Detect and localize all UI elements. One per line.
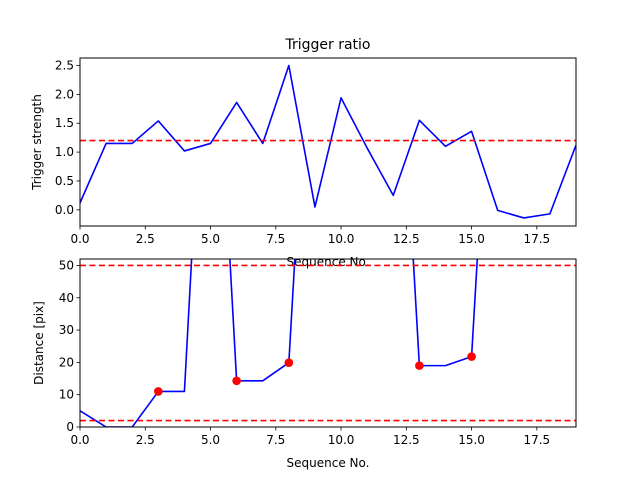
y-tick-label: 40 <box>59 291 74 305</box>
x-tick-label: 0.0 <box>70 433 89 447</box>
plot-frame <box>79 57 577 227</box>
x-axis-label: Sequence No. <box>287 255 370 269</box>
x-tick-label: 12.5 <box>393 433 420 447</box>
y-tick-label: 30 <box>59 323 74 337</box>
x-tick-label: 17.5 <box>523 433 550 447</box>
chart-title: Trigger ratio <box>284 37 370 53</box>
plot-area <box>80 64 576 219</box>
data-point-marker <box>467 352 476 361</box>
x-tick-label: 5.0 <box>201 433 220 447</box>
x-tick-label: 7.5 <box>266 433 285 447</box>
y-tick-label: 0.0 <box>55 203 74 217</box>
data-point-marker <box>154 387 163 396</box>
x-tick-label: 10.0 <box>328 232 355 246</box>
data-point-marker <box>232 376 241 386</box>
series-line <box>80 64 576 219</box>
y-tick-label: 0 <box>66 420 74 434</box>
x-tick-label: 15.0 <box>458 433 485 447</box>
x-tick-label: 15.0 <box>458 232 485 246</box>
y-tick-label: 2.0 <box>55 87 74 101</box>
y-tick-label: 1.5 <box>55 116 74 130</box>
y-tick-label: 1.0 <box>55 145 74 159</box>
x-tick-label: 12.5 <box>393 232 420 246</box>
y-axis-label: Distance [pix] <box>32 301 46 385</box>
trigger-ratio-subplot: Trigger ratio Trigger strength Sequence … <box>30 37 577 269</box>
data-point-marker <box>415 361 424 370</box>
y-tick-label: 10 <box>59 388 74 402</box>
distance-subplot: Distance [pix] Sequence No. 0.0 2.5 5.0 7.5… <box>32 258 577 470</box>
x-tick-label: 5.0 <box>201 232 220 246</box>
plot-area <box>80 259 576 427</box>
y-axis-label: Trigger strength <box>30 94 44 191</box>
x-tick-label: 7.5 <box>266 232 285 246</box>
x-tick-label: 0.0 <box>70 232 89 246</box>
x-tick-label: 2.5 <box>136 232 155 246</box>
x-tick-label: 17.5 <box>523 232 550 246</box>
x-axis-label: Sequence No. <box>287 456 370 470</box>
y-tick-label: 2.5 <box>55 59 74 73</box>
y-tick-label: 0.5 <box>55 174 74 188</box>
data-point-marker <box>284 358 294 368</box>
x-tick-label: 2.5 <box>136 433 155 447</box>
y-tick-label: 20 <box>59 355 74 369</box>
x-tick-label: 10.0 <box>328 433 355 447</box>
plot-frame <box>79 258 577 428</box>
y-tick-label: 50 <box>59 258 74 272</box>
